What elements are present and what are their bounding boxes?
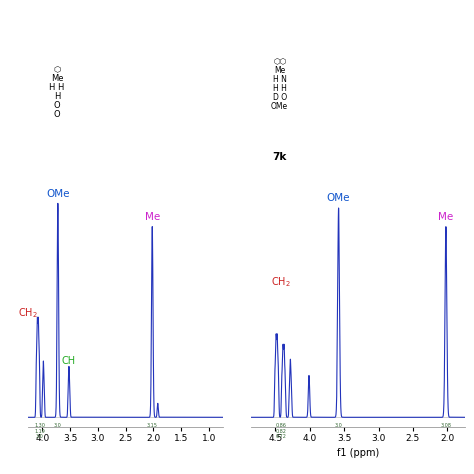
Text: Me: Me bbox=[145, 212, 160, 222]
Text: 3.0: 3.0 bbox=[335, 423, 343, 428]
Text: CH: CH bbox=[62, 356, 76, 366]
Text: ⬡⬡
Me
H N
H H
D O
OMe: ⬡⬡ Me H N H H D O OMe bbox=[271, 57, 288, 111]
Text: CH$_2$: CH$_2$ bbox=[18, 306, 38, 319]
Text: OMe: OMe bbox=[46, 189, 70, 199]
Text: 3.15: 3.15 bbox=[147, 423, 158, 428]
Text: OMe: OMe bbox=[327, 193, 350, 203]
X-axis label: f1 (ppm): f1 (ppm) bbox=[337, 448, 379, 458]
Text: 7k: 7k bbox=[273, 152, 287, 162]
Text: Me: Me bbox=[438, 212, 454, 222]
Text: 3.08: 3.08 bbox=[440, 423, 451, 428]
Text: 3.0: 3.0 bbox=[54, 423, 62, 428]
Text: CH$_2$: CH$_2$ bbox=[271, 275, 291, 290]
Text: ⬡
Me
H H
H
O
O: ⬡ Me H H H O O bbox=[49, 65, 64, 119]
Text: 1.30
1.19
3.0: 1.30 1.19 3.0 bbox=[34, 423, 45, 439]
Text: 0.86
0.82
0.72: 0.86 0.82 0.72 bbox=[275, 423, 286, 439]
